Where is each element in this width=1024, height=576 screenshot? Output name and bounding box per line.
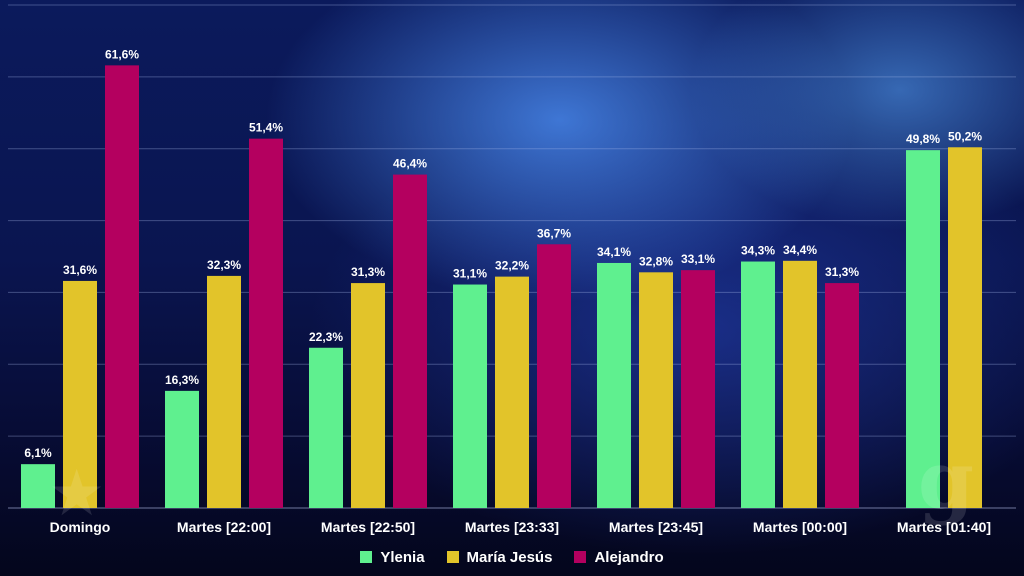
legend-label-alejandro: Alejandro xyxy=(594,548,664,566)
category-label: Martes [22:50] xyxy=(321,519,415,535)
legend-item-alejandro: Alejandro xyxy=(574,548,664,566)
bar-ylenia xyxy=(453,284,487,508)
bar-maria-jesus xyxy=(63,280,97,508)
bar-alejandro xyxy=(537,244,571,508)
data-label-alejandro: 61,6% xyxy=(105,47,139,61)
bar-maria-jesus xyxy=(207,275,241,508)
category-label: Martes [00:00] xyxy=(753,519,847,535)
bar-maria-jesus xyxy=(948,147,982,508)
data-label-maria-jesus: 34,4% xyxy=(783,243,817,257)
data-label-maria-jesus: 32,8% xyxy=(639,254,673,268)
data-label-alejandro: 51,4% xyxy=(249,121,283,135)
category-label: Domingo xyxy=(50,519,111,535)
star-watermark-icon: ★ xyxy=(48,457,106,531)
data-label-ylenia: 6,1% xyxy=(24,446,52,460)
data-label-maria-jesus: 32,3% xyxy=(207,258,241,272)
category-labels: Domingo Martes [22:00] Martes [22:50] Marte… xyxy=(50,519,991,535)
legend-swatch-alejandro xyxy=(574,551,587,563)
data-label-alejandro: 31,3% xyxy=(825,265,859,279)
data-label-ylenia: 49,8% xyxy=(906,132,940,146)
bar-alejandro xyxy=(105,65,139,509)
bar-chart: 6,1% 31,6% 61,6% 16,3% 32,3% 51,4% 22,3% 31,3% 4… xyxy=(8,4,1016,535)
data-label-ylenia: 34,1% xyxy=(597,245,631,259)
data-label-maria-jesus: 31,3% xyxy=(351,265,385,279)
bars xyxy=(21,65,982,509)
bar-ylenia xyxy=(21,464,55,508)
legend-swatch-maria-jesus xyxy=(446,551,459,563)
bar-alejandro xyxy=(249,138,283,508)
legend-item-maria-jesus: María Jesús xyxy=(446,548,553,566)
data-labels: 6,1% 31,6% 61,6% 16,3% 32,3% 51,4% 22,3% 31,3% 4… xyxy=(24,47,982,460)
data-label-maria-jesus: 31,6% xyxy=(63,263,97,277)
legend-label-ylenia: Ylenia xyxy=(380,548,425,566)
legend-swatch-ylenia xyxy=(360,551,373,563)
bar-ylenia xyxy=(906,150,940,508)
data-label-ylenia: 31,1% xyxy=(453,267,487,281)
data-label-alejandro: 33,1% xyxy=(681,252,715,266)
bar-ylenia xyxy=(741,261,775,508)
bar-maria-jesus xyxy=(783,260,817,508)
legend-item-ylenia: Ylenia xyxy=(360,548,425,566)
legend-label-maria-jesus: María Jesús xyxy=(466,548,553,566)
bar-maria-jesus xyxy=(639,272,673,508)
bar-ylenia xyxy=(165,390,199,508)
bar-alejandro xyxy=(681,270,715,508)
bar-alejandro xyxy=(825,283,859,508)
bar-ylenia xyxy=(597,262,631,508)
category-label: Martes [01:40] xyxy=(897,519,991,535)
bar-maria-jesus xyxy=(495,276,529,508)
data-label-ylenia: 34,3% xyxy=(741,244,775,258)
bar-alejandro xyxy=(393,174,427,508)
bar-ylenia xyxy=(309,347,343,508)
category-label: Martes [23:33] xyxy=(465,519,559,535)
data-label-maria-jesus: 50,2% xyxy=(948,129,982,143)
data-label-ylenia: 16,3% xyxy=(165,373,199,387)
data-label-ylenia: 22,3% xyxy=(309,330,343,344)
data-label-alejandro: 46,4% xyxy=(393,157,427,171)
legend: Ylenia María Jesús Alejandro xyxy=(0,544,1024,570)
data-label-maria-jesus: 32,2% xyxy=(495,259,529,273)
category-label: Martes [22:00] xyxy=(177,519,271,535)
logo-watermark-icon: g xyxy=(918,433,974,527)
category-label: Martes [23:45] xyxy=(609,519,703,535)
bar-maria-jesus xyxy=(351,283,385,508)
data-label-alejandro: 36,7% xyxy=(537,226,571,240)
